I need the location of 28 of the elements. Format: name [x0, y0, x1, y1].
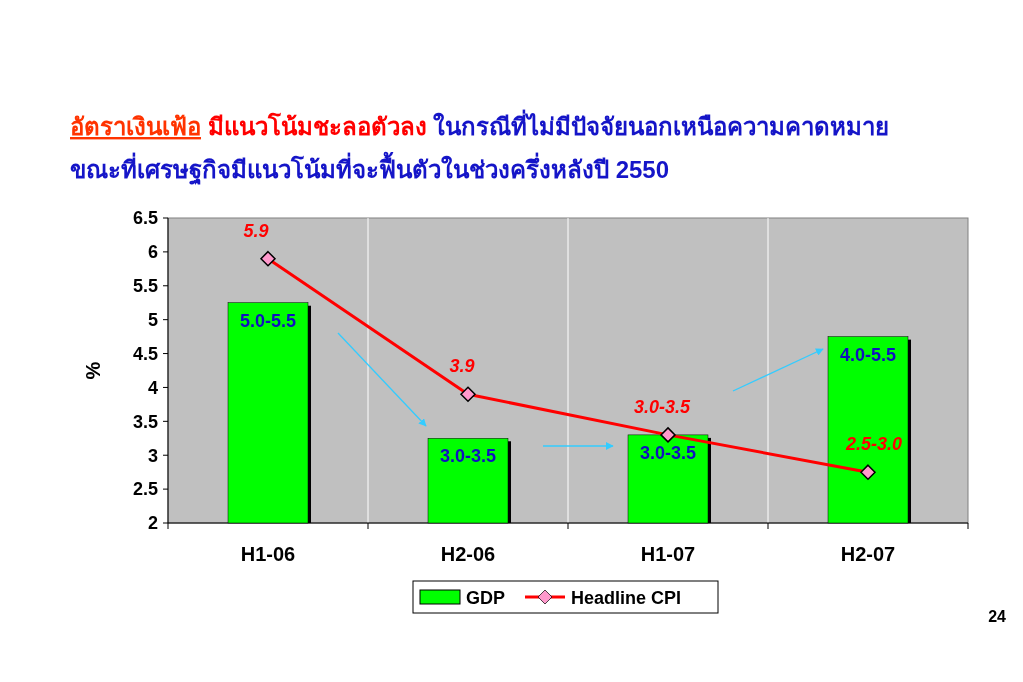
- chart-title: อัตราเงินเฟ้อ มีแนวโน้มชะลอตัวลง ในกรณีที่ไม่มีปัจจัยนอกเหนือความคาดหมาย: [70, 109, 890, 140]
- text: 24: [988, 608, 1007, 625]
- x-tick-label: H2-07: [840, 543, 896, 565]
- y-tick-label: 6.5: [132, 208, 158, 229]
- y-axis-title: %: [82, 361, 104, 380]
- y-tick-label: 3: [147, 445, 158, 466]
- legend-label: Headline CPI: [571, 588, 682, 608]
- y-tick-label: 2: [147, 513, 158, 534]
- y-tick-label: 4.5: [132, 343, 158, 364]
- x-tick-label: H1-06: [240, 543, 296, 565]
- chart-subtitle: ขณะที่เศรษฐกิจมีแนวโน้มที่จะฟื้นตัวในช่วงครึ่งหลังปี 2550: [70, 151, 670, 186]
- y-tick-label: 2.5: [132, 479, 158, 500]
- x-tick-label: H1-07: [640, 543, 696, 565]
- data-label: 3.0-3.5: [633, 396, 691, 417]
- data-label: 2.5-3.0: [844, 434, 902, 455]
- data-label: 3.9: [449, 356, 475, 377]
- y-tick-label: 6: [147, 242, 158, 263]
- y-tick-label: 5: [147, 309, 158, 330]
- data-label: 5.0-5.5: [239, 310, 297, 331]
- data-label: 3.0-3.5: [639, 442, 697, 463]
- y-tick-label: 3.5: [132, 411, 158, 432]
- y-tick-label: 4: [147, 377, 158, 398]
- data-label: 4.0-5.5: [839, 344, 897, 365]
- x-tick-label: H2-06: [440, 543, 496, 565]
- legend-label: GDP: [466, 588, 506, 608]
- y-tick-label: 5.5: [132, 276, 158, 297]
- data-label: 5.9: [243, 220, 269, 241]
- data-label: 3.0-3.5: [439, 446, 497, 467]
